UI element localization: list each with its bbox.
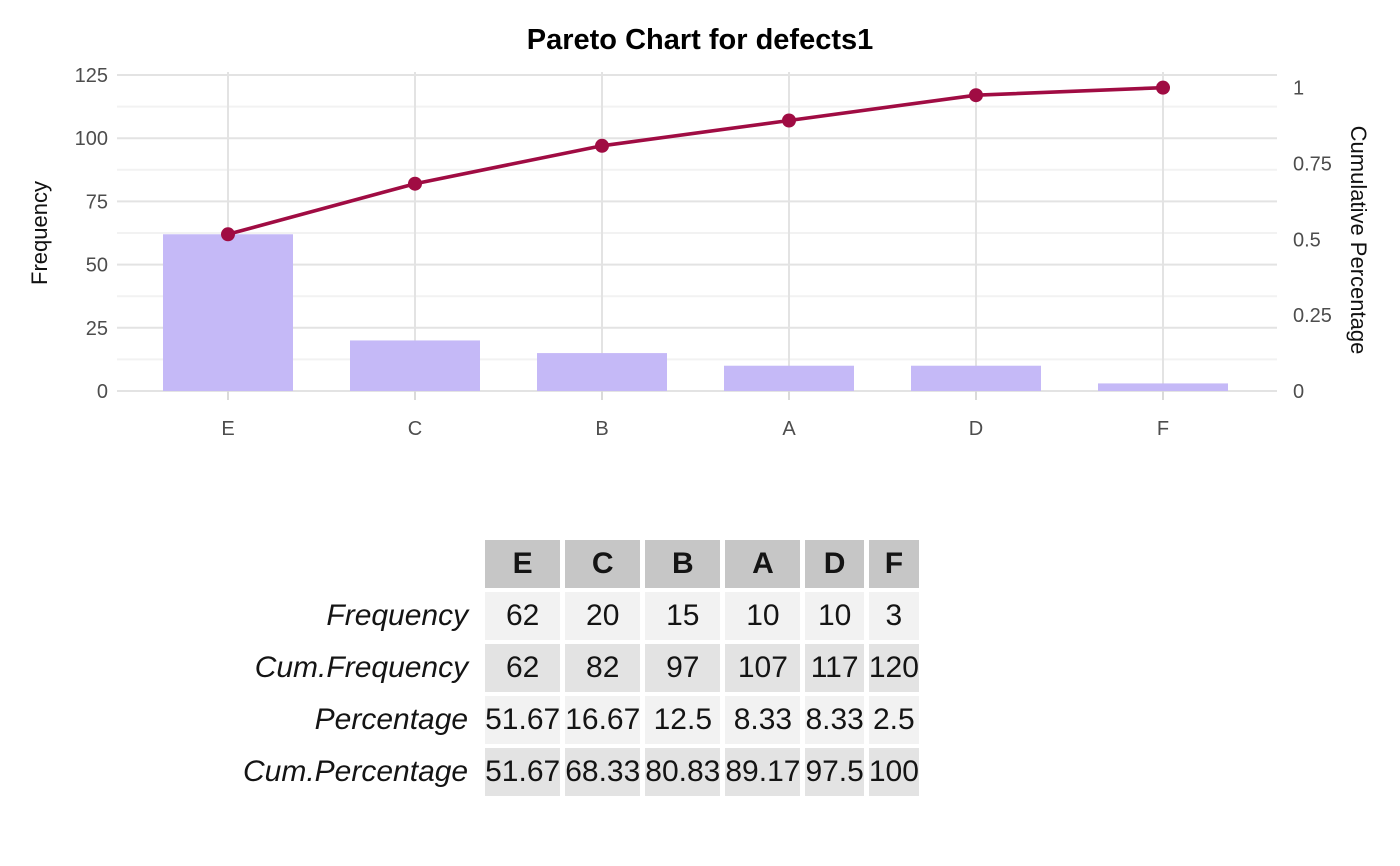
y-left-tick-label: 75 [86, 191, 108, 213]
table-cell: 51.67 [485, 748, 561, 796]
table-cell: 10 [725, 592, 801, 640]
table-row-label: Percentage [314, 703, 469, 736]
table-cell: 82 [565, 644, 641, 692]
cumulative-point [221, 227, 235, 242]
x-category-label: F [1157, 418, 1169, 440]
pareto-chart-canvas: E C B A D F 0 25 50 75 100 125 0 0.25 0.5 0.75 1 [75, 65, 1332, 440]
y-left-tick-label: 125 [75, 65, 108, 87]
table-cell: 68.33 [565, 748, 641, 796]
table-cell: 16.67 [565, 696, 641, 744]
table-cell: 120 [868, 644, 919, 692]
y-right-tick-label: 0 [1293, 381, 1304, 403]
table-cell: 51.67 [485, 696, 561, 744]
frequency-bar [163, 234, 293, 391]
table-cell: 3 [868, 592, 919, 640]
table-col-header: A [725, 540, 801, 588]
cumulative-point [595, 138, 609, 153]
table-cell: 2.5 [868, 696, 919, 744]
table-col-header: E [485, 540, 561, 588]
table-cell: 100 [868, 748, 919, 796]
table-cell: 80.83 [645, 748, 721, 796]
table-col-header: B [645, 540, 721, 588]
table-cell: 62 [485, 592, 561, 640]
table-row-cum-frequency: Cum.Frequency 62 82 97 107 117 120 [243, 644, 919, 692]
table-corner-cell [243, 540, 480, 588]
table-row-percentage: Percentage 51.67 16.67 12.5 8.33 8.33 2.… [243, 696, 919, 744]
table-col-header: C [565, 540, 641, 588]
table-col-header: F [868, 540, 919, 588]
table-cell: 8.33 [725, 696, 801, 744]
x-category-label: A [782, 418, 796, 440]
y-left-tick-label: 0 [97, 381, 108, 403]
frequency-bar [537, 353, 667, 391]
table-cell: 117 [805, 644, 864, 692]
table-row-label: Cum.Frequency [254, 651, 469, 684]
table-cell: 12.5 [645, 696, 721, 744]
pareto-summary-table: E C B A D F Frequency 62 20 15 10 10 3 [238, 536, 924, 800]
y-left-tick-label: 25 [86, 318, 108, 340]
x-category-label: E [221, 418, 234, 440]
table-cell: 107 [725, 644, 801, 692]
y-left-tick-label: 50 [86, 255, 108, 277]
x-category-label: C [408, 418, 422, 440]
chart-title: Pareto Chart for defects1 [526, 24, 874, 56]
table-row-cum-percentage: Cum.Percentage 51.67 68.33 80.83 89.17 9… [243, 748, 919, 796]
table-cell: 20 [565, 592, 641, 640]
table-row-label: Cum.Percentage [243, 755, 469, 788]
x-category-label: D [969, 418, 983, 440]
cumulative-point [782, 113, 796, 128]
frequency-bar [724, 365, 854, 391]
y-left-tick-label: 100 [75, 128, 108, 150]
table-cell: 97 [645, 644, 721, 692]
y-right-tick-label: 0.75 [1293, 153, 1332, 175]
y-right-tick-label: 1 [1293, 78, 1304, 100]
table-header-row: E C B A D F [243, 540, 919, 588]
cumulative-line [227, 85, 1164, 237]
table-cell: 62 [485, 644, 561, 692]
table-cell: 10 [805, 592, 864, 640]
frequency-bar [350, 340, 480, 391]
table-cell: 89.17 [725, 748, 801, 796]
table-col-header: D [805, 540, 864, 588]
cumulative-point [408, 176, 422, 191]
table-row-label: Frequency [326, 599, 469, 632]
y-right-tick-label: 0.25 [1293, 305, 1332, 327]
table-cell: 15 [645, 592, 721, 640]
y-right-tick-label: 0.5 [1293, 229, 1321, 251]
cumulative-point [1156, 80, 1170, 95]
summary-table-wrap: E C B A D F Frequency 62 20 15 10 10 3 [238, 536, 924, 800]
cumulative-point [969, 88, 983, 103]
x-category-label: B [595, 418, 608, 440]
frequency-bar [1098, 383, 1228, 391]
frequency-bar [911, 365, 1041, 391]
table-cell: 8.33 [805, 696, 864, 744]
table-cell: 97.5 [805, 748, 864, 796]
table-row-frequency: Frequency 62 20 15 10 10 3 [243, 592, 919, 640]
